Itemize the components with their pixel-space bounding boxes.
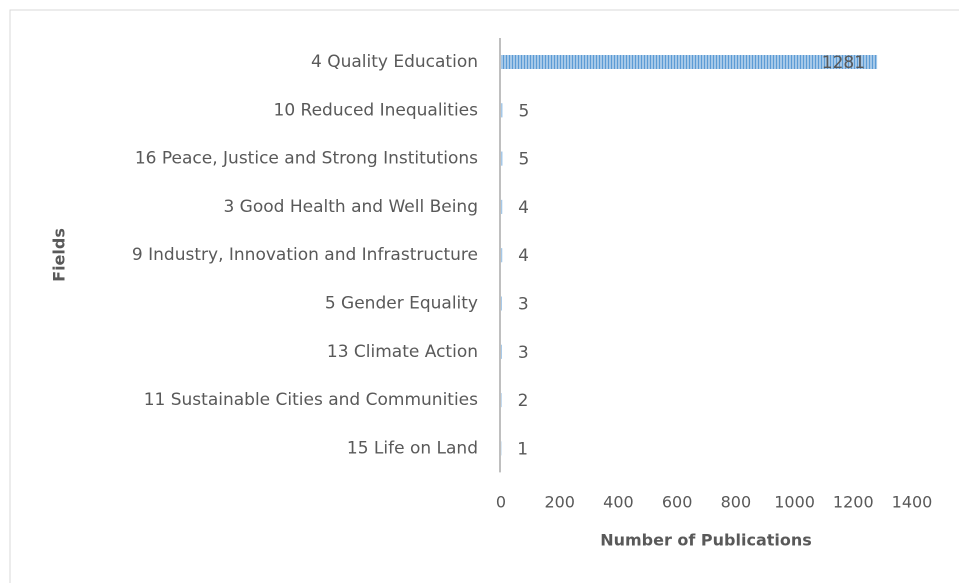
data-label: 3	[518, 295, 529, 315]
data-label: 1	[517, 439, 528, 459]
y-tick-label: 10 Reduced Inequalities	[274, 100, 479, 120]
y-tick-label: 11 Sustainable Cities and Communities	[144, 390, 478, 410]
y-tick-label: 5 Gender Equality	[325, 294, 478, 314]
bar-texture	[501, 151, 503, 166]
x-tick-label: 400	[603, 493, 634, 512]
x-tick-label: 1200	[833, 493, 874, 512]
data-label: 1281	[822, 53, 865, 73]
data-label: 4	[518, 246, 529, 266]
y-tick-label: 9 Industry, Innovation and Infrastructur…	[132, 245, 478, 265]
data-label: 5	[518, 101, 529, 121]
y-axis-title: Fields	[50, 228, 69, 282]
y-tick-label: 15 Life on Land	[347, 438, 478, 458]
x-tick-label: 200	[544, 493, 575, 512]
bar-texture	[501, 248, 503, 263]
x-tick-label: 1400	[892, 493, 933, 512]
bar-texture	[501, 344, 502, 359]
bar-texture	[501, 199, 503, 214]
data-label: 2	[518, 391, 529, 411]
chart-frame	[9, 9, 959, 583]
y-tick-label: 3 Good Health and Well Being	[223, 197, 478, 217]
x-tick-label: 1000	[774, 493, 815, 512]
y-tick-label: 16 Peace, Justice and Strong Institution…	[135, 149, 478, 169]
data-label: 3	[518, 343, 529, 363]
x-tick-label: 600	[662, 493, 693, 512]
data-label: 5	[518, 150, 529, 170]
bar-texture	[501, 296, 502, 311]
x-axis-title: Number of Publications	[600, 531, 812, 550]
x-tick-label: 0	[496, 493, 506, 512]
data-label: 4	[518, 198, 529, 218]
y-tick-label: 4 Quality Education	[311, 52, 478, 72]
x-tick-label: 800	[721, 493, 752, 512]
bar-texture	[501, 55, 878, 69]
bar-texture	[501, 393, 502, 408]
y-tick-label: 13 Climate Action	[327, 342, 478, 362]
bar-texture	[501, 103, 503, 118]
